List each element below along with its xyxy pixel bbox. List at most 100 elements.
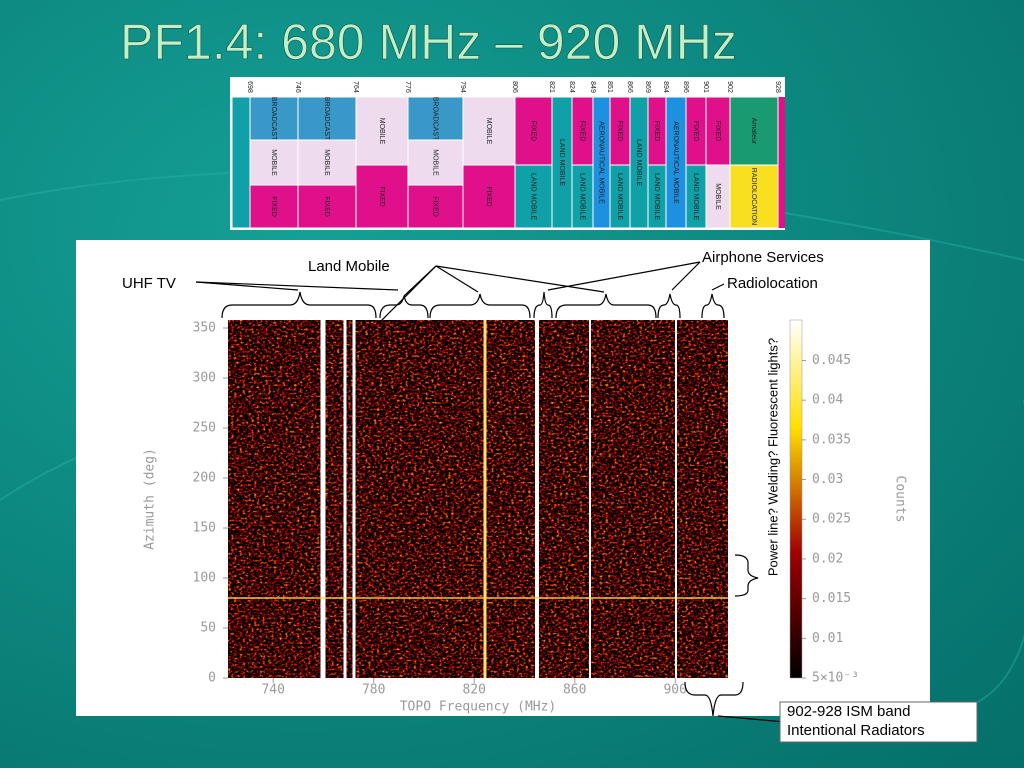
band-cell (231, 96, 251, 229)
band-cell (705, 96, 731, 166)
band-label: FIXED (692, 121, 699, 142)
band-label: FIXED (432, 196, 439, 217)
band-label: MOBILE (714, 183, 721, 210)
y-tick-label: 200 (193, 471, 216, 486)
x-tick-label: 860 (563, 683, 586, 698)
frequency-label: 821 (548, 81, 555, 93)
band-cell (514, 96, 553, 166)
x-axis-label: TOPO Frequency (MHz) (400, 700, 557, 715)
band-label: LAND MOBILE (530, 173, 537, 220)
frequency-label: 896 (682, 81, 689, 93)
colorbar-tick-label: 0.02 (812, 551, 843, 566)
band-label: AERONAUTICAL MOBILE (598, 121, 605, 204)
band-label: MOBILE (378, 118, 385, 145)
band-label: BROADCAST (270, 97, 277, 141)
frequency-label: 849 (589, 81, 596, 93)
frequency-label: 869 (644, 81, 651, 93)
band-cell (729, 96, 779, 166)
annotation: Intentional Radiators (787, 722, 925, 739)
band-cell (778, 97, 785, 228)
band-label: BROADCAST (432, 97, 439, 141)
x-tick-label: 780 (362, 683, 385, 698)
colorbar-tick-label: 0.03 (812, 472, 843, 487)
band-label: FIXED (653, 121, 660, 142)
annotation: Power line? Welding? Fluorescent lights? (765, 338, 780, 576)
colorbar-tick-label: 0.04 (812, 393, 843, 408)
band-label: FIXED (270, 196, 277, 217)
colorbar-tick-label: 0.01 (812, 631, 843, 646)
y-axis-label: Azimuth (deg) (143, 448, 158, 550)
frequency-label: 902 (726, 81, 733, 93)
band-label: LAND MOBILE (635, 139, 642, 186)
band-label: LAND MOBILE (616, 173, 623, 220)
band-cell (355, 96, 409, 166)
annotation-braces (221, 291, 759, 717)
frequency-label: 764 (352, 81, 359, 93)
colorbar-tick-label: 5×10⁻³ (812, 671, 859, 686)
band-cell (407, 184, 464, 229)
title: PF1.4: 680 MHz – 920 MHz (120, 14, 737, 70)
band-label: MOBILE (270, 149, 277, 176)
x-tick-label: 740 (261, 683, 284, 698)
annotation: Airphone Services (702, 249, 824, 266)
y-tick-label: 0 (208, 671, 216, 686)
band-label: FIXED (616, 121, 623, 142)
y-tick-label: 250 (193, 421, 216, 436)
frequency-label: 698 (246, 81, 253, 93)
band-label: LAND MOBILE (653, 173, 660, 220)
colorbar (789, 319, 803, 679)
frequency-label: 794 (459, 81, 466, 93)
frequency-label: 894 (662, 81, 669, 93)
band-label: LAND MOBILE (558, 139, 565, 186)
band-label: MOBILE (323, 149, 330, 176)
band-label: MOBILE (432, 149, 439, 176)
band-cell (462, 164, 516, 229)
frequency-label: 901 (702, 81, 709, 93)
frequency-label: 824 (568, 81, 575, 93)
band-cell (297, 184, 357, 229)
band-cell (355, 164, 409, 229)
annotation: UHF TV (122, 275, 176, 292)
allocation: 698 746 764 776 794 806 821 824 849 851 866 869 894 8… (231, 81, 785, 229)
band-cell (729, 164, 779, 229)
frequency-label: 851 (606, 81, 613, 93)
band-cell (249, 96, 299, 141)
annotation: Land Mobile (308, 258, 390, 275)
axes: 740 780 820 860 900 0 50 100 150 200 250 300 350 TOPO… (143, 321, 908, 715)
colorbar-tick-label: 0.035 (812, 432, 851, 447)
colorbar-tick-label: 0.045 (812, 353, 851, 368)
band-label: BROADCAST (323, 97, 330, 141)
frequency-label: 928 (774, 81, 781, 93)
heatmap-texture (228, 320, 728, 678)
band-label: FIXED (579, 121, 586, 142)
band-label: RADIOLOCATION (750, 168, 757, 225)
y-tick-label: 50 (200, 621, 216, 636)
annotation: 902-928 ISM band (787, 703, 910, 720)
band-label: LAND MOBILE (579, 173, 586, 220)
band-cell (705, 164, 731, 229)
x-tick-label: 820 (462, 683, 485, 698)
y-tick-label: 100 (193, 571, 216, 586)
band-label: FIXED (485, 186, 492, 207)
band-label: MOBILE (485, 118, 492, 145)
colorbar-label: Counts (893, 476, 908, 523)
ism-box (779, 701, 978, 743)
frequency-label: 746 (294, 81, 301, 93)
frequency-label: 776 (404, 81, 411, 93)
heatmap-stripes (228, 320, 728, 678)
frequency-label: 806 (511, 81, 518, 93)
frequency-label: 866 (626, 81, 633, 93)
annotation: Radiolocation (727, 275, 818, 292)
y-tick-label: 300 (193, 371, 216, 386)
x-tick-label: 900 (663, 683, 686, 698)
band-cell (462, 96, 516, 166)
band-label: FIXED (378, 186, 385, 207)
band-label: FIXED (714, 121, 721, 142)
band-cell (514, 164, 553, 229)
y-tick-label: 150 (193, 521, 216, 536)
band-label: Amateur (750, 118, 757, 145)
band-label: FIXED (323, 196, 330, 217)
y-tick-label: 350 (193, 321, 216, 336)
band-label: LAND MOBILE (692, 173, 699, 220)
